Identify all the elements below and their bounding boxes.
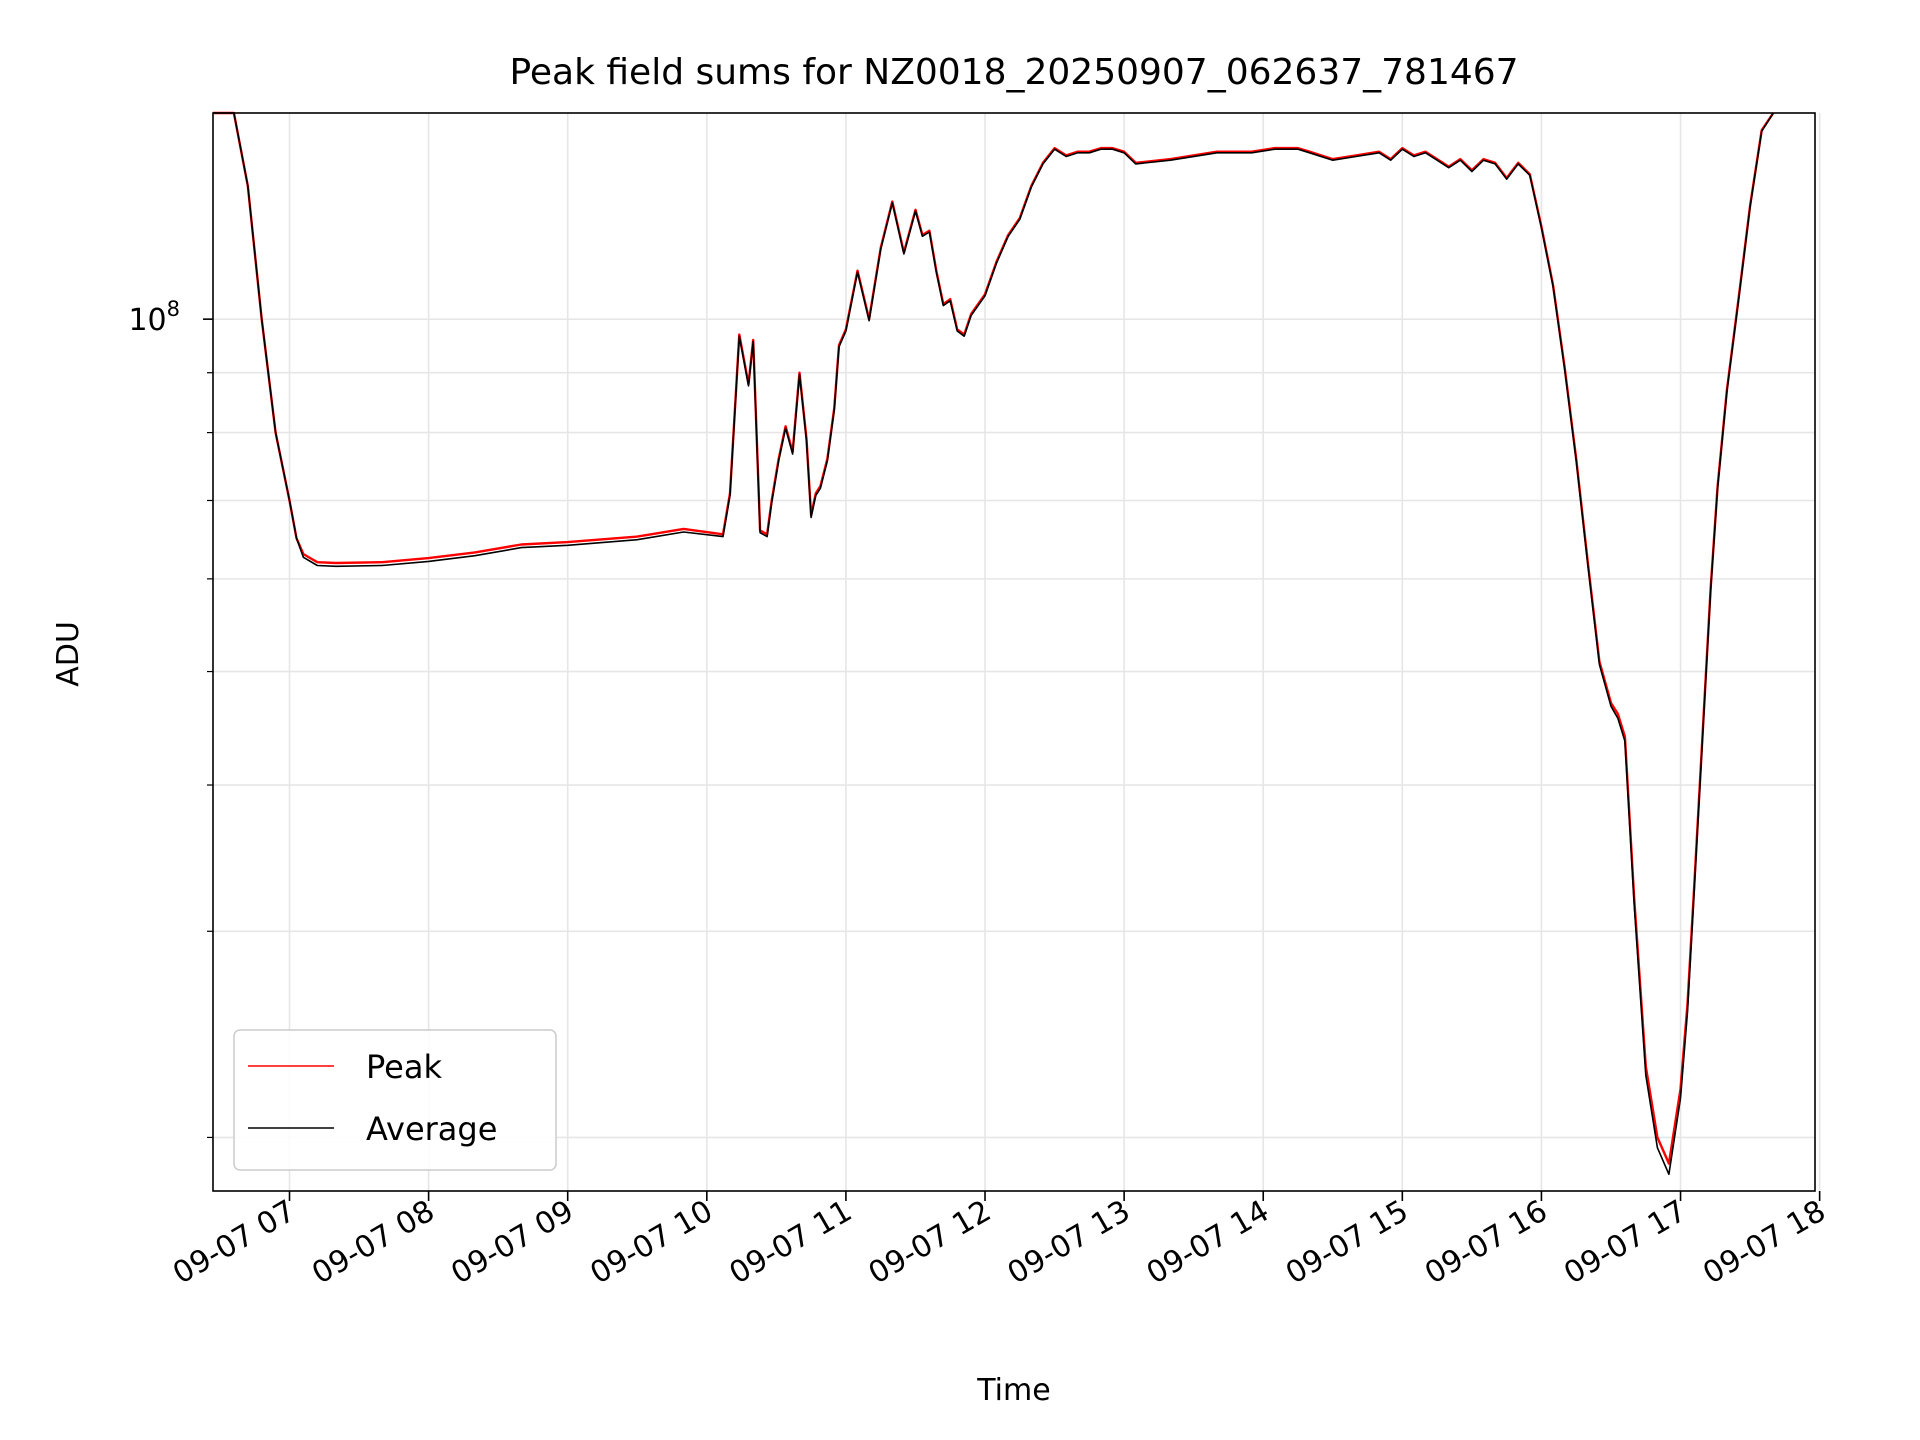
series-line-average [213, 112, 1774, 1176]
y-axis-label: ADU [51, 621, 86, 687]
x-axis-label: Time [976, 1373, 1050, 1408]
y-tick-label: 108 [128, 297, 180, 338]
plot-frame [212, 112, 1816, 1192]
grid [213, 113, 1821, 1191]
legend-label-average: Average [366, 1110, 497, 1148]
plot-lines [213, 111, 1775, 1176]
y-axis: 108 [128, 297, 213, 1139]
chart-title: Peak field sums for NZ0018_20250907_0626… [509, 52, 1518, 93]
legend-box [233, 1029, 557, 1171]
legend-label-peak: Peak [366, 1048, 442, 1086]
legend: Peak Average [233, 1029, 557, 1171]
